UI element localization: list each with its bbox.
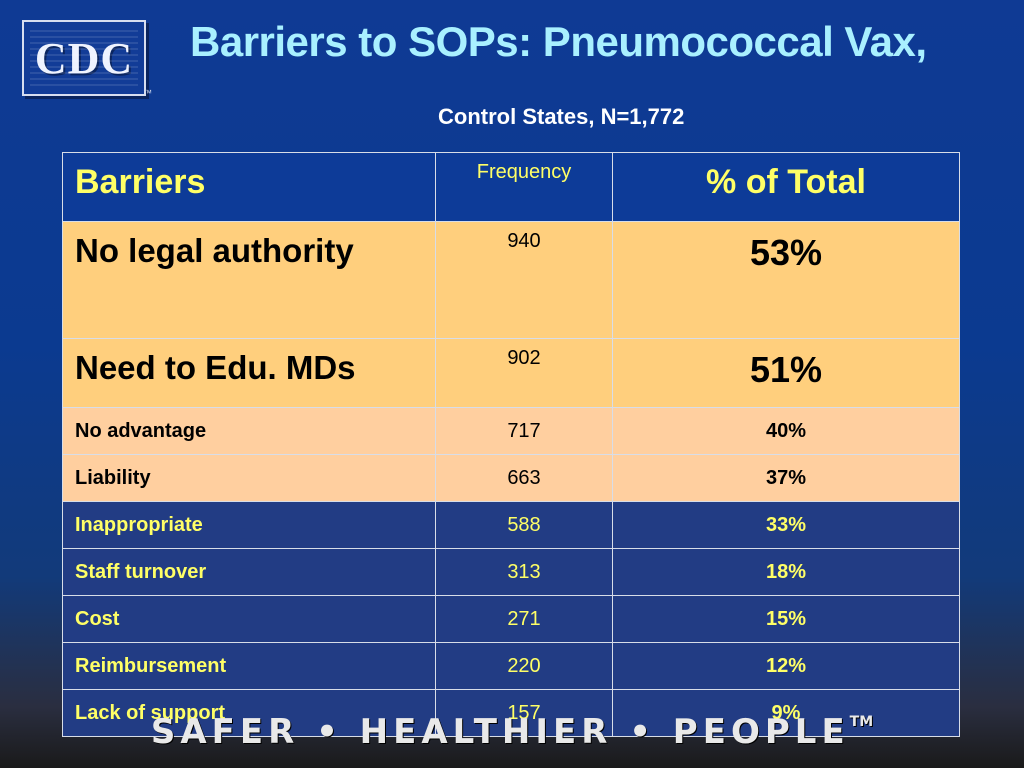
footer-text: SAFER • HEALTHIER • PEOPLE [150,712,850,752]
percent-cell: 37% [612,454,960,502]
percent-cell: 12% [612,642,960,690]
table-row: Lack of support 157 9% [62,689,960,737]
frequency-cell: 663 [435,454,613,502]
slide-title: Barriers to SOPs: Pneumococcal Vax, [190,18,927,65]
frequency-cell: 902 [435,338,613,408]
percent-cell: 18% [612,548,960,596]
barrier-cell: Staff turnover [62,548,436,596]
frequency-cell: 940 [435,221,613,339]
footer-slogan: SAFER • HEALTHIER • PEOPLETM [0,712,1024,752]
table-row: Need to Edu. MDs 902 51% [62,338,960,408]
table-row: No legal authority 940 53% [62,221,960,339]
frequency-cell: 271 [435,595,613,643]
logo-trademark: ™ [143,88,152,98]
header-percent: % of Total [612,152,960,222]
barrier-cell: Cost [62,595,436,643]
barrier-cell: No advantage [62,407,436,455]
cdc-logo: CDC [22,20,146,96]
table-row: No advantage 717 40% [62,407,960,455]
header-frequency: Frequency [435,152,613,222]
barrier-cell: Need to Edu. MDs [62,338,436,408]
barrier-cell: Reimbursement [62,642,436,690]
barrier-cell: No legal authority [62,221,436,339]
percent-cell: 40% [612,407,960,455]
header-barriers: Barriers [62,152,436,222]
barriers-table: Barriers Frequency % of Total No legal a… [62,152,960,737]
table-row: Liability 663 37% [62,454,960,502]
percent-cell: 9% [612,689,960,737]
frequency-cell: 588 [435,501,613,549]
frequency-cell: 313 [435,548,613,596]
percent-cell: 33% [612,501,960,549]
frequency-cell: 717 [435,407,613,455]
table-header-row: Barriers Frequency % of Total [62,152,960,222]
table-row: Cost 271 15% [62,595,960,643]
percent-cell: 51% [612,338,960,408]
frequency-cell: 157 [435,689,613,737]
barrier-cell: Liability [62,454,436,502]
slide-subtitle: Control States, N=1,772 [438,104,685,129]
table-row: Inappropriate 588 33% [62,501,960,549]
table-row: Reimbursement 220 12% [62,642,960,690]
barrier-cell: Lack of support [62,689,436,737]
footer-trademark: TM [849,714,874,730]
logo-text: CDC [34,33,134,83]
frequency-cell: 220 [435,642,613,690]
percent-cell: 15% [612,595,960,643]
percent-cell: 53% [612,221,960,339]
barrier-cell: Inappropriate [62,501,436,549]
table-row: Staff turnover 313 18% [62,548,960,596]
